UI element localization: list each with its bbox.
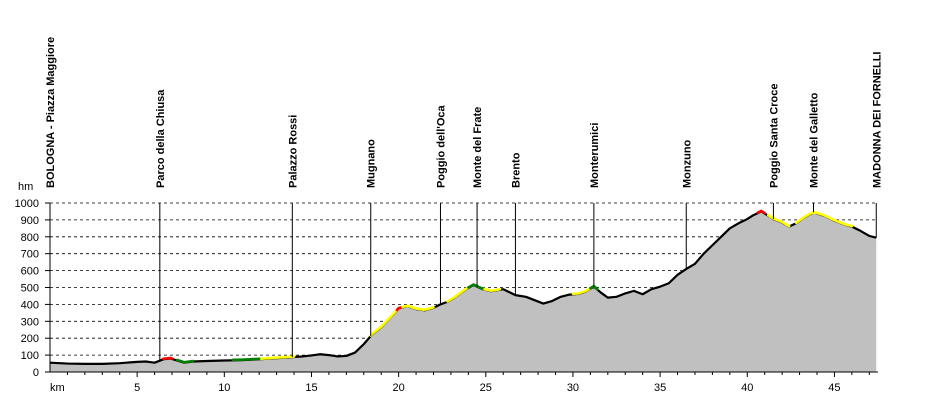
highlight-segment-yellow	[369, 306, 400, 337]
location-label: Brento	[510, 152, 522, 188]
highlight-segment-green	[231, 357, 261, 362]
highlight-segment-yellow	[571, 286, 592, 296]
gradient-highlights	[162, 209, 854, 364]
x-axis-unit-label: km	[50, 382, 65, 394]
x-tick-label: 45	[828, 382, 840, 394]
y-tick-label: 400	[21, 299, 39, 311]
axes: 0 100 200 300 400 500 600 700 800 900 1000 5 10 15 20 2…	[15, 198, 878, 394]
location-markers: BOLOGNA - Piazza Maggiore Parco della Chi…	[45, 37, 883, 361]
highlight-segment-yellow	[766, 213, 791, 228]
y-tick-label: 200	[21, 333, 39, 345]
highlight-segment-yellow	[481, 287, 502, 293]
y-tick-label: 1000	[15, 198, 39, 210]
location-label: Monzuno	[681, 139, 693, 188]
location-label: MADONNA DEI FORNELLI	[871, 52, 883, 188]
location-label: Poggio Santa Croce	[768, 83, 780, 188]
highlight-segment-red	[162, 356, 174, 361]
x-tick-label: 40	[741, 382, 753, 394]
x-tick-label: 35	[654, 382, 666, 394]
y-tick-label: 300	[21, 316, 39, 328]
highlight-segment-yellow	[257, 355, 296, 361]
y-tick-label: 0	[33, 367, 39, 379]
highlight-segment-green	[175, 358, 195, 364]
x-tick-label: 30	[567, 382, 579, 394]
grid-lines	[50, 202, 878, 356]
y-tick-label: 700	[21, 249, 39, 261]
y-tick-label: 900	[21, 215, 39, 227]
highlight-segment-yellow	[794, 211, 854, 228]
x-tick-label: 5	[134, 382, 140, 394]
location-label: Parco della Chiusa	[155, 89, 167, 188]
highlight-segment-red	[395, 306, 402, 312]
location-label: Mugnano	[366, 139, 378, 188]
location-label: BOLOGNA - Piazza Maggiore	[45, 37, 57, 188]
y-tick-label: 800	[21, 232, 39, 244]
y-tick-label: 600	[21, 266, 39, 278]
highlight-segment-red	[756, 209, 766, 215]
location-label: Palazzo Rossi	[287, 115, 299, 188]
highlight-segment-green	[467, 283, 484, 290]
x-tick-label: 20	[393, 382, 405, 394]
y-axis-unit-label: hm	[18, 181, 33, 193]
x-tick-label: 10	[218, 382, 230, 394]
location-label: Poggio dell'Oca	[435, 104, 447, 188]
location-label: Monte del Galletto	[809, 92, 821, 188]
highlight-segment-yellow	[446, 286, 470, 303]
x-tick-label: 15	[305, 382, 317, 394]
location-label: Monte del Frate	[472, 107, 484, 188]
y-tick-label: 100	[21, 350, 39, 362]
location-label: Monterumici	[589, 123, 601, 188]
x-tick-label: 25	[480, 382, 492, 394]
highlight-segment-yellow	[397, 304, 435, 311]
y-tick-label: 500	[21, 283, 39, 295]
